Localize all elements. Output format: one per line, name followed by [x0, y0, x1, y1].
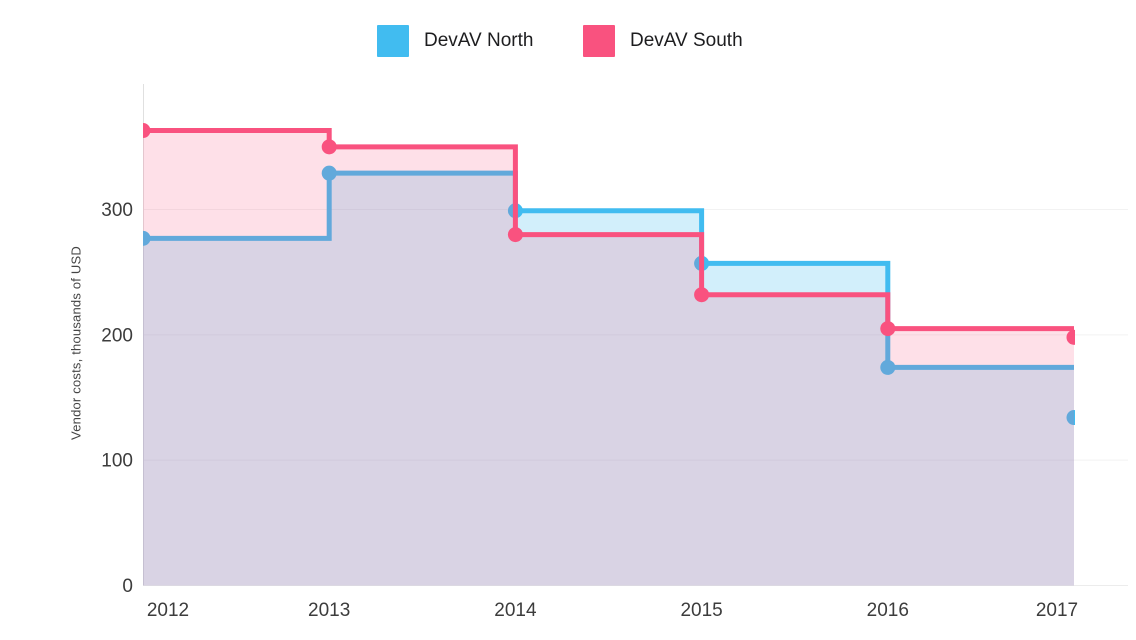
legend-swatch-south-icon	[583, 25, 615, 57]
legend-item-devav-north[interactable]: DevAV North	[377, 25, 533, 57]
legend-label-devav-south: DevAV South	[630, 30, 743, 51]
legend-swatch-north-icon	[377, 25, 409, 57]
y-tick-label: 0	[122, 576, 133, 597]
x-tick-label: 2015	[680, 600, 722, 621]
x-tick-label: 2012	[147, 600, 189, 621]
legend-label-devav-north: DevAV North	[424, 30, 534, 51]
y-tick-label: 100	[101, 451, 133, 472]
x-tick-label: 2017	[1036, 600, 1078, 621]
x-tick-label: 2013	[308, 600, 350, 621]
x-tick-label: 2014	[494, 600, 537, 621]
y-tick-label: 200	[101, 325, 133, 346]
legend-item-devav-south[interactable]: DevAV South	[583, 25, 743, 57]
y-tick-label: 300	[101, 200, 133, 221]
x-tick-label: 2016	[867, 600, 909, 621]
